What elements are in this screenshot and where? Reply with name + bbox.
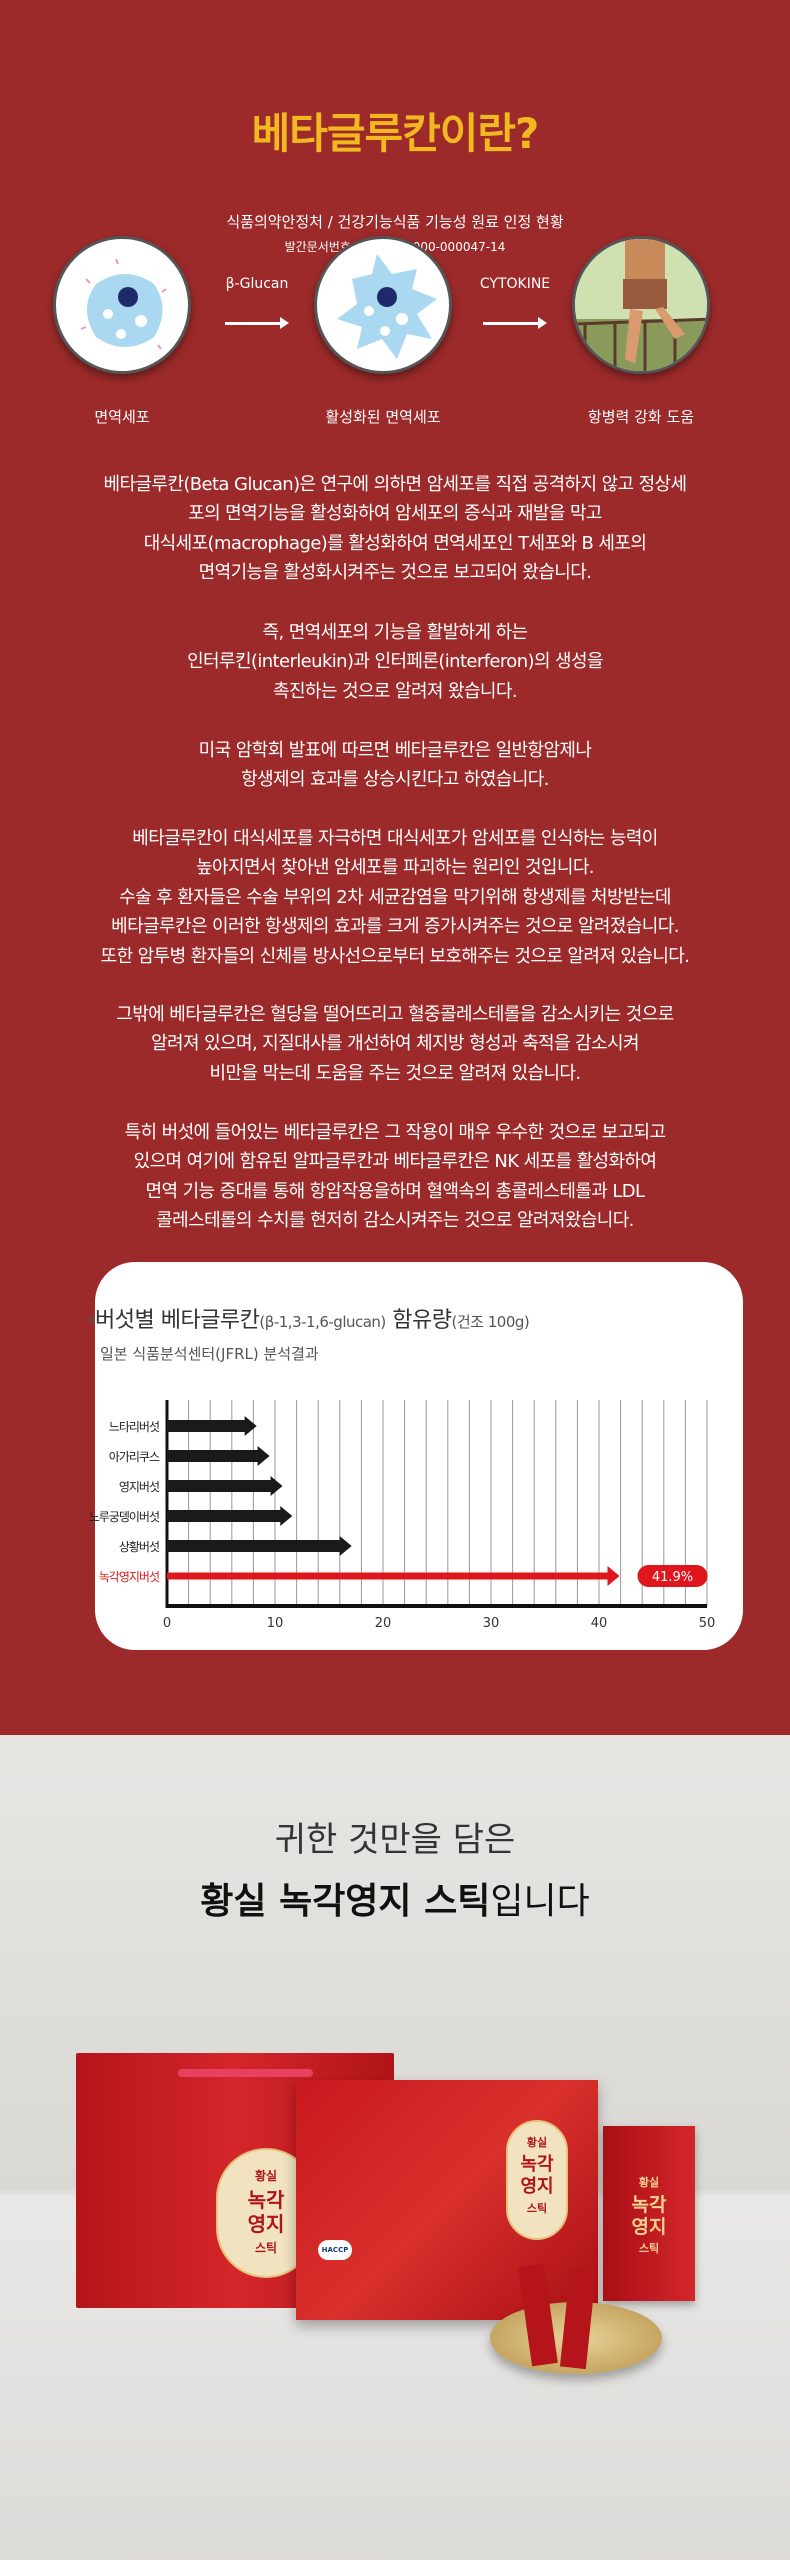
bar-chart: 0 10 20 30 40 50 느타리버섯아가리쿠스영지버섯노루궁뎅이버섯상황버섯녹각영지… [89, 1400, 716, 1631]
title-paren: (β-1,3-1,6-glucan) [259, 1313, 386, 1331]
label-text: 스틱 [638, 2242, 660, 2255]
text-line: 그밖에 베타글루칸은 혈당을 떨어뜨리고 혈중콜레스테롤을 감소시키는 것으로 [116, 1004, 674, 1025]
text-line: 베타글루칸이 대식세포를 자극하면 대식세포가 암세포를 인식하는 능력이 [132, 828, 658, 849]
bar-arrow [167, 1446, 270, 1466]
label-text: 영지 [520, 2176, 554, 2197]
label-text: 녹각 [631, 2194, 667, 2216]
label-text: 황실 [638, 2176, 660, 2189]
text-line: 특히 버섯에 들어있는 베타글루칸은 그 작용이 매우 우수한 것으로 보고되고 [124, 1122, 666, 1143]
label-text: 스틱 [526, 2202, 548, 2215]
label-text: 영지 [631, 2216, 667, 2238]
heading-suffix: 입니다 [490, 1881, 590, 1922]
haccp-badge: HACCP [318, 2240, 352, 2260]
chart-subtitle: 일본 식품분석센터(JFRL) 분석결과 [100, 1345, 319, 1363]
text-line: 비만을 막는데 도움을 주는 것으로 알려져 있습니다. [209, 1062, 581, 1084]
bag-handle [178, 2069, 313, 2077]
title-main: 버섯별 베타글루칸 [95, 1308, 260, 1333]
label-text: 황실 [526, 2136, 548, 2149]
x-tick-label: 30 [483, 1616, 500, 1631]
product-heading-line2: 황실 녹각영지 스틱입니다 [0, 1872, 790, 1924]
text-line: 항생제의 효과를 상승시킨다고 하였습니다. [241, 769, 549, 791]
arrow-label-beta-glucan: β-Glucan [225, 276, 289, 292]
text-line: 알려져 있으며, 지질대사를 개선하여 체지방 형성과 축적을 감소시켜 [151, 1033, 639, 1055]
text-line: 촉진하는 것으로 알려져 왔습니다. [273, 680, 518, 702]
text-line: 또한 암투병 환자들의 신체를 방사선으로부터 보호해주는 것으로 알려져 있습… [100, 945, 690, 967]
title-unit: (건조 100g) [451, 1313, 530, 1331]
value-badge [637, 1565, 708, 1587]
title-asterisk: * [88, 1313, 96, 1331]
text-line: 베타글루칸은 이러한 항생제의 효과를 크게 증가시켜주는 것으로 알려졌습니다… [111, 916, 679, 938]
step-label: 항병력 강화 도움 [587, 408, 695, 426]
x-tick-label: 50 [699, 1616, 716, 1631]
x-tick-label: 40 [591, 1616, 608, 1631]
bar-arrow [167, 1536, 352, 1556]
arrow-right-icon [483, 317, 547, 329]
label-text: 녹각 [247, 2188, 285, 2212]
step-label: 면역세포 [94, 408, 150, 426]
text-line: 즉, 면역세포의 기능을 활발하게 하는 [262, 622, 528, 643]
paragraph-6: 특히 버섯에 들어있는 베타글루칸은 그 작용이 매우 우수한 것으로 보고되고… [0, 1118, 790, 1236]
paragraph-1: 베타글루칸(Beta Glucan)은 연구에 의하면 암세포를 직접 공격하지… [0, 470, 790, 588]
immune-cell-icon [53, 236, 191, 374]
label-text: 스틱 [254, 2241, 278, 2255]
bar-arrow [167, 1476, 283, 1496]
x-tick-label: 0 [163, 1616, 171, 1631]
bar-arrow [167, 1566, 620, 1586]
arrow-right-icon [225, 317, 289, 329]
label-text: 녹각 [520, 2154, 554, 2175]
subtitle: 식품의약안정처 / 건강기능식품 기능성 원료 인정 현황 [226, 213, 564, 231]
text-line: 면역 기능 증대를 통해 항암작용을하며 혈액속의 총콜레스테롤과 LDL [145, 1180, 645, 1202]
activated-cell-icon [314, 236, 452, 374]
product-heading-line1: 귀한 것만을 담은 [274, 1820, 516, 1860]
category-label: 녹각영지버섯 [99, 1570, 160, 1584]
step-label: 활성화된 면역세포 [325, 408, 441, 426]
text-line: 인터루킨(interleukin)과 인터페론(interferon)의 생성을 [187, 651, 603, 673]
bar-arrow [167, 1416, 257, 1436]
value-label: 41.9% [652, 1570, 693, 1585]
text-line: 베타글루칸(Beta Glucan)은 연구에 의하면 암세포를 직접 공격하지… [103, 474, 688, 495]
text-line: 면역기능을 활성화시켜주는 것으로 보고되어 왔습니다. [198, 562, 592, 584]
category-label: 영지버섯 [119, 1480, 160, 1494]
text-line: 콜레스테롤의 수치를 현저히 감소시켜주는 것으로 알려져왔습니다. [156, 1210, 634, 1232]
category-label: 노루궁뎅이버섯 [89, 1510, 160, 1524]
runner-photo [572, 236, 710, 374]
category-label: 느타리버섯 [109, 1420, 160, 1434]
x-tick-label: 10 [267, 1616, 284, 1631]
x-tick-label: 20 [375, 1616, 392, 1631]
product-name: 황실 녹각영지 스틱 [200, 1881, 491, 1922]
text-line: 수술 후 환자들은 수술 부위의 2차 세균감염을 막기위해 항생제를 처방받는… [119, 886, 671, 908]
text-line: 포의 면역기능을 활성화하여 암세포의 증식과 재발을 막고 [188, 503, 602, 525]
text-line: 미국 암학회 발표에 따르면 베타글루칸은 일반항암제나 [198, 740, 592, 761]
text-line: 대식세포(macrophage)를 활성화하여 면역세포인 T세포와 B 세포의 [143, 532, 647, 554]
bar-arrow [167, 1506, 293, 1526]
chart-title: *버섯별 베타글루칸(β-1,3-1,6-glucan) 함유량(건조 100g… [88, 1302, 530, 1334]
category-label: 아가리쿠스 [109, 1450, 160, 1464]
text-line: 있으며 여기에 함유된 알파글루칸과 베타글루칸은 NK 세포를 활성화하여 [133, 1151, 657, 1173]
label-text: 황실 [254, 2169, 278, 2183]
label-text: 영지 [247, 2212, 285, 2236]
page-title: 베타글루칸이란? [251, 109, 540, 158]
title-main2: 함유량 [392, 1308, 452, 1333]
arrow-label-cytokine: CYTOKINE [479, 276, 551, 292]
category-label: 상황버섯 [119, 1540, 160, 1554]
text-line: 높아지면서 찾아낸 암세포를 파괴하는 원리인 것입니다. [196, 857, 594, 879]
